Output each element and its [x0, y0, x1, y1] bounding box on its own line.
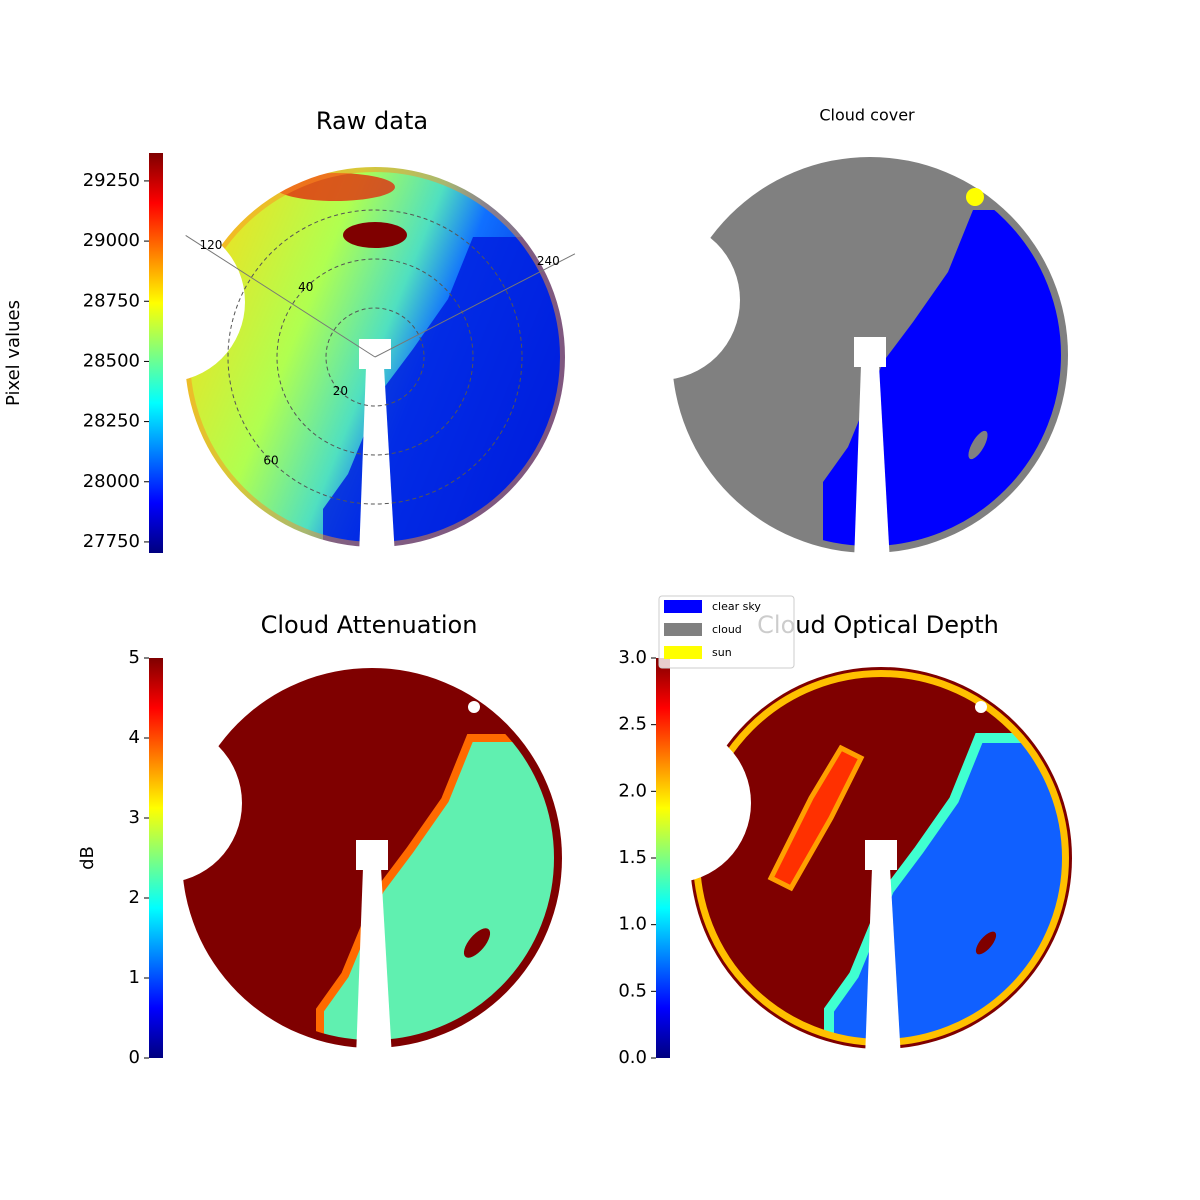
cloud-region — [968, 430, 988, 460]
sky-panel — [180, 162, 635, 617]
colorbar-tick-label: 29250 — [83, 170, 140, 191]
legend-label: sun — [712, 646, 732, 659]
colorbar-tick-label: 3.0 — [618, 647, 647, 668]
colorbar — [656, 658, 670, 1058]
panel-title: Cloud Attenuation — [261, 611, 478, 639]
sky-image-region — [767, 744, 865, 892]
colorbar-tick-label: 0.0 — [618, 1047, 647, 1068]
colorbar-tick-label: 2 — [129, 887, 140, 908]
sky-image-region — [692, 669, 1070, 1047]
azimuth-line — [185, 235, 376, 358]
legend: clear sky cloud sun — [658, 595, 795, 669]
colorbar — [149, 658, 163, 1058]
sky-panel — [687, 664, 1146, 1123]
sky-image-region — [687, 664, 1075, 1052]
legend-label: cloud — [712, 623, 742, 636]
sky-panel — [665, 150, 1135, 590]
zenith-ring-label: 40 — [298, 280, 313, 294]
sun-marker — [966, 188, 984, 206]
colorbar-tick-label: 1.0 — [618, 914, 647, 935]
cloud-rim — [665, 150, 1075, 560]
sky-image-region — [463, 928, 491, 958]
sky-image-region — [323, 237, 635, 617]
colorbar-tick-label: 2.5 — [618, 714, 647, 735]
zenith-ring-label: 20 — [333, 384, 348, 398]
colorbar-tick-label: 4 — [129, 727, 140, 748]
zenith-ring-label: 60 — [263, 453, 278, 467]
zenith-ring — [227, 209, 523, 505]
legend-swatch — [664, 623, 702, 636]
colorbar-tick-label: 28750 — [83, 290, 140, 311]
colorbar-tick-label: 28000 — [83, 471, 140, 492]
azimuth-label: 120 — [199, 238, 222, 252]
sun-marker — [468, 701, 480, 713]
azimuth-line — [374, 253, 576, 358]
colorbar-tick-label: 29000 — [83, 230, 140, 251]
legend-swatch — [664, 646, 702, 659]
legend-swatch — [664, 600, 702, 613]
colorbar-tick-label: 5 — [129, 647, 140, 668]
zenith-ring — [276, 258, 474, 456]
colorbar-tick-label: 1.5 — [618, 847, 647, 868]
sky-image-region — [975, 931, 997, 955]
colorbar-label: Pixel values — [3, 300, 24, 406]
sky-image-region — [343, 222, 407, 248]
colorbar-tick-label: 3 — [129, 807, 140, 828]
sky-image-region — [174, 660, 570, 1056]
sky-image-region — [180, 162, 570, 552]
panel-title: Cloud cover — [819, 106, 915, 125]
legend-label: clear sky — [712, 600, 761, 613]
zenith-ring — [325, 307, 425, 407]
colorbar-tick-label: 28500 — [83, 350, 140, 371]
colorbar-tick-label: 1 — [129, 967, 140, 988]
azimuth-label: 240 — [537, 254, 560, 268]
colorbar-tick-label: 0 — [129, 1047, 140, 1068]
colorbar-tick-label: 27750 — [83, 531, 140, 552]
colorbar-tick-label: 0.5 — [618, 980, 647, 1001]
colorbar-label: dB — [77, 846, 98, 870]
sun-marker — [975, 701, 987, 713]
sky-panel — [174, 660, 636, 1122]
panel-title: Raw data — [316, 107, 428, 135]
colorbar — [149, 153, 163, 553]
colorbar-tick-label: 2.0 — [618, 780, 647, 801]
panel-title: Cloud Optical Depth — [757, 611, 999, 639]
colorbar-tick-label: 28250 — [83, 411, 140, 432]
